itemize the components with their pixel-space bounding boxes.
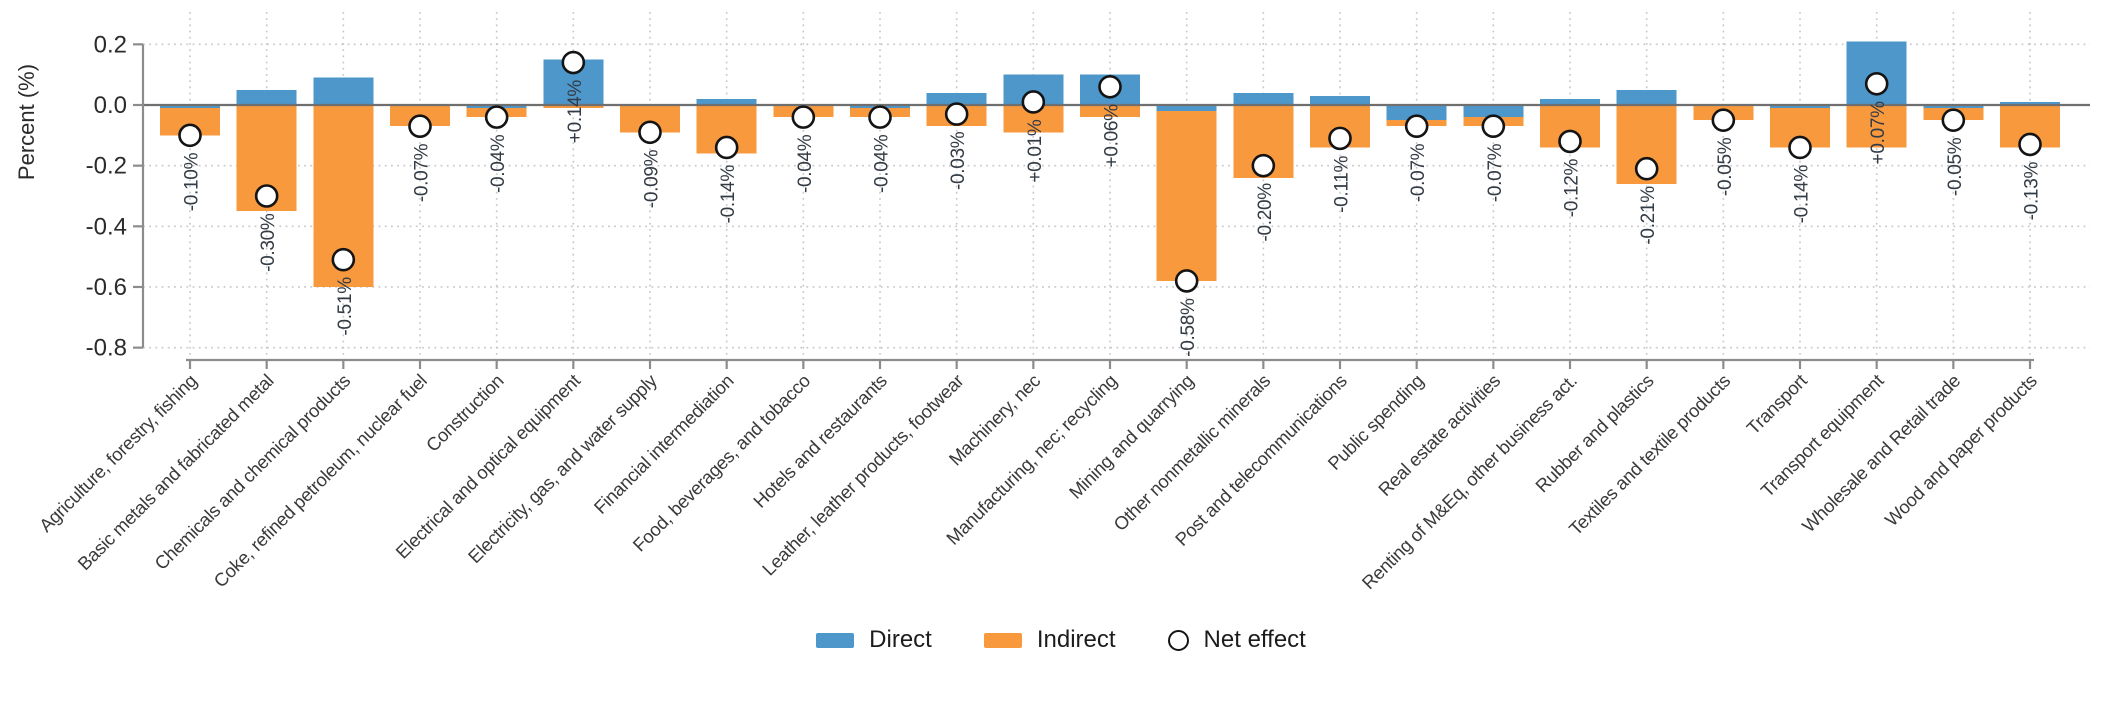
net-effect-label: -0.04% [872,134,893,193]
bar-direct [1923,105,1984,109]
indirect-swatch-icon [983,632,1022,648]
bar-direct [1156,105,1217,112]
bar-indirect [543,105,604,109]
net-effect-label: -0.10% [182,152,203,211]
bar-direct [236,89,297,105]
category-label: Other nonmetallic minerals [1109,370,1274,535]
net-effect-label: -0.07% [1485,143,1506,202]
net-effect-label: -0.13% [2022,162,2043,221]
bar-direct [1616,89,1677,105]
net-effect-label: -0.12% [1562,158,1583,217]
net-effect-marker [1558,129,1582,154]
net-effect-label: -0.07% [412,143,433,202]
net-effect-label: +0.07% [1868,101,1889,165]
category-label: Construction [422,370,508,456]
y-tick-label: 0.2 [94,31,127,58]
net-effect-marker [331,247,356,272]
bar-direct [1386,105,1447,121]
y-tick-label: -0.2 [86,153,127,180]
bar-chart-canvas: 0.2 0.0 -0.2 -0.4 -0.6 -0.8 Percent (%) Agricul… [14,12,2090,593]
net-effect-label: -0.04% [488,134,509,193]
net-effect-marker [484,105,509,129]
net-effect-marker [561,50,586,75]
net-effect-label: -0.09% [642,149,663,208]
bar-direct [696,98,757,105]
net-effect-label: -0.20% [1255,183,1276,242]
y-axis-title: Percent (%) [14,64,39,180]
bar-direct [1540,98,1601,105]
bar-direct [313,77,374,105]
legend-label-indirect: Indirect [1036,626,1116,653]
net-effect-label: -0.51% [335,277,356,336]
category-label: Textiles and textile products [1565,370,1734,539]
net-effect-circle-icon [1167,629,1189,651]
legend-label-net-effect: Net effect [1203,626,1306,653]
net-effect-label: -0.07% [1408,143,1429,202]
bar-direct [926,92,987,105]
y-tick-label: -0.6 [86,274,127,301]
legend-item-net-effect: Net effect [1167,626,1306,654]
net-effect-label: +0.14% [565,80,586,144]
net-effect-marker [408,114,432,139]
net-effect-marker [1328,126,1352,151]
net-effect-label: -0.14% [1792,165,1813,224]
category-label: Financial intermediation [590,370,738,518]
net-effect-marker [1941,108,1966,132]
bar-direct [1463,105,1524,118]
y-tick-label: -0.8 [86,335,127,362]
net-effect-marker [791,105,816,129]
net-effect-marker [1404,114,1429,139]
net-effect-marker [254,184,279,208]
bar-direct [1310,95,1371,105]
bar-indirect [1846,105,1907,148]
net-effect-label: -0.11% [1332,155,1353,212]
y-tick-label: -0.4 [86,213,127,240]
net-effect-marker [1481,114,1506,139]
net-effect-label: -0.03% [948,131,969,190]
net-effect-marker [2018,132,2042,157]
category-label: Wood and paper products [1881,370,2041,530]
legend-label-direct: Direct [869,626,932,653]
net-effect-marker [1864,71,1889,96]
net-effect-label: +0.06% [1102,104,1123,168]
net-effect-marker [1251,153,1276,178]
net-effect-label: -0.05% [1945,137,1966,196]
bar-indirect [1080,105,1141,118]
bar-direct [1770,105,1831,109]
legend-item-direct: Direct [816,626,932,654]
net-effect-label: -0.21% [1638,186,1659,245]
bar-direct [2000,101,2061,105]
bar-direct [160,105,220,109]
net-effect-marker [1098,75,1122,99]
net-effect-marker [178,123,202,148]
legend-item-indirect: Indirect [983,626,1116,654]
bar-direct [1233,92,1294,105]
net-effect-marker [1788,135,1812,160]
net-effect-label: +0.01% [1025,119,1046,183]
net-effect-marker [1711,108,1736,132]
net-effect-marker [714,135,739,160]
net-effect-label: -0.58% [1178,298,1199,357]
category-label: Wholesale and Retail trade [1798,370,1964,536]
y-tick-label: 0.0 [94,92,127,119]
net-effect-label: -0.14% [718,165,739,224]
net-effect-marker [944,102,969,126]
category-label: Agriculture, forestry, fishing [35,370,201,536]
net-effect-marker [1634,156,1659,181]
net-effect-label: -0.30% [258,213,279,272]
legend: Direct Indirect Net effect [0,626,2122,654]
category-label: Hotels and restaurants [749,370,891,512]
category-label: Mining and quarrying [1065,370,1198,503]
bar-indirect [1156,111,1217,281]
net-effect-label: -0.04% [795,134,816,193]
net-effect-marker [868,105,892,129]
net-effect-marker [1021,90,1046,114]
net-effect-marker [638,120,662,145]
category-label: Transport [1742,370,1811,439]
net-effect-marker [1174,269,1199,293]
direct-swatch-icon [816,632,855,648]
net-effect-label: -0.05% [1715,137,1736,196]
